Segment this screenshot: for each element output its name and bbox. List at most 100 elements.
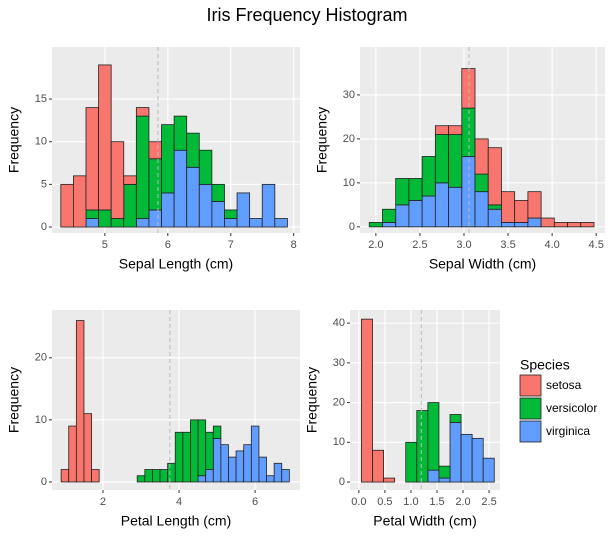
x-tick-label: 6 bbox=[252, 496, 258, 508]
histogram-bar bbox=[449, 414, 462, 423]
histogram-bar bbox=[474, 173, 489, 193]
histogram-bar bbox=[197, 419, 207, 477]
histogram-bar bbox=[148, 141, 162, 160]
histogram-bar bbox=[135, 218, 150, 228]
histogram-bar bbox=[501, 191, 516, 223]
y-tick-label: 20 bbox=[343, 133, 355, 145]
y-tick-label: 0 bbox=[41, 221, 47, 233]
histogram-bar bbox=[68, 425, 77, 483]
histogram-bar bbox=[281, 469, 290, 483]
histogram-bar bbox=[182, 431, 191, 483]
legend-label: versicolor bbox=[546, 401, 597, 415]
histogram-bar bbox=[434, 182, 449, 228]
figure-title: Iris Frequency Histogram bbox=[206, 5, 407, 25]
histogram-bar bbox=[408, 200, 423, 228]
histogram-bar bbox=[148, 158, 162, 211]
x-tick-label: 1.0 bbox=[403, 496, 418, 508]
histogram-bar bbox=[580, 222, 595, 228]
y-tick-label: 10 bbox=[333, 436, 345, 448]
histogram-bar bbox=[448, 134, 463, 188]
histogram-bar bbox=[75, 320, 85, 483]
histogram-bar bbox=[211, 201, 225, 228]
x-tick-label: 8 bbox=[291, 239, 297, 251]
y-tick-label: 20 bbox=[333, 396, 345, 408]
x-tick-label: 0.0 bbox=[351, 496, 366, 508]
histogram-bar bbox=[91, 469, 100, 483]
y-tick-label: 0 bbox=[339, 476, 345, 488]
x-tick-label: 5 bbox=[102, 239, 108, 251]
histogram-bar bbox=[98, 64, 112, 211]
panel: 0 10 20 2 4 6 Petal Length (cm) Frequency bbox=[6, 310, 300, 529]
histogram-bar bbox=[434, 125, 449, 135]
x-axis-label: Sepal Length (cm) bbox=[119, 256, 233, 272]
histogram-bar bbox=[416, 410, 429, 483]
histogram-bar bbox=[205, 431, 214, 470]
panel: 0 5 10 15 5 6 7 8 Sepal Length (cm) Frequency bbox=[6, 47, 300, 272]
histogram-bar bbox=[461, 156, 476, 228]
y-tick-label: 30 bbox=[333, 357, 345, 369]
histogram-bar bbox=[249, 218, 263, 228]
histogram-bar bbox=[438, 465, 451, 479]
x-tick-label: 2.5 bbox=[412, 239, 427, 251]
histogram-bar bbox=[220, 444, 229, 483]
histogram-bar bbox=[186, 132, 200, 168]
x-axis-label: Sepal Width (cm) bbox=[429, 256, 536, 272]
histogram-bar bbox=[487, 204, 502, 210]
histogram-bar bbox=[361, 318, 373, 483]
histogram-bar bbox=[553, 222, 568, 228]
histogram-bar bbox=[135, 115, 150, 219]
histogram-bar bbox=[395, 178, 410, 206]
histogram-bar bbox=[421, 195, 436, 228]
histogram-bar bbox=[448, 186, 463, 228]
histogram-bar bbox=[527, 191, 542, 219]
panel: 0 10 20 30 2.0 2.5 3.0 3.5 4.0 4.5 Sepal Width (cm… bbox=[314, 47, 605, 272]
histogram-bar bbox=[474, 191, 489, 228]
histogram-bar bbox=[405, 441, 418, 483]
x-axis-label: Petal Length (cm) bbox=[121, 513, 232, 529]
histogram-bar bbox=[266, 475, 275, 483]
y-tick-label: 40 bbox=[333, 317, 345, 329]
x-tick-label: 3.0 bbox=[456, 239, 471, 251]
legend-key bbox=[519, 397, 542, 420]
histogram-bar bbox=[236, 192, 251, 228]
histogram-bar bbox=[395, 204, 410, 228]
y-tick-label: 0 bbox=[349, 221, 355, 233]
histogram-bar bbox=[224, 218, 238, 228]
histogram-bar bbox=[197, 475, 207, 483]
histogram-bar bbox=[243, 444, 252, 483]
histogram-bar bbox=[173, 149, 188, 228]
y-axis-label: Frequency bbox=[304, 367, 320, 433]
histogram-bar bbox=[273, 462, 283, 483]
histogram-bar bbox=[540, 217, 555, 228]
histogram-bar bbox=[212, 425, 222, 439]
y-tick-label: 10 bbox=[35, 136, 47, 148]
y-tick-label: 10 bbox=[343, 177, 355, 189]
histogram-bar bbox=[567, 222, 582, 228]
histogram-bar bbox=[372, 449, 384, 483]
histogram-bar bbox=[85, 209, 99, 219]
histogram-bar bbox=[167, 462, 176, 483]
histogram-bar bbox=[501, 222, 516, 228]
histogram-bar bbox=[110, 218, 125, 228]
histogram-bar bbox=[235, 450, 245, 483]
x-tick-label: 7 bbox=[228, 239, 234, 251]
y-tick-label: 30 bbox=[343, 89, 355, 101]
histogram-bar bbox=[190, 419, 199, 483]
histogram-bar bbox=[60, 183, 74, 228]
y-axis-label: Frequency bbox=[6, 367, 22, 433]
histogram-bar bbox=[482, 457, 495, 483]
histogram-bar bbox=[110, 141, 125, 219]
histogram-bar bbox=[161, 192, 175, 228]
histogram-bar bbox=[98, 209, 112, 228]
histogram-bar bbox=[474, 138, 489, 175]
histogram-bar bbox=[449, 422, 462, 483]
legend-label: virginica bbox=[546, 424, 590, 438]
histogram-bar bbox=[487, 208, 502, 228]
y-axis-label: Frequency bbox=[314, 107, 330, 173]
x-tick-label: 2 bbox=[100, 496, 106, 508]
legend-title: Species bbox=[520, 357, 570, 373]
legend-key bbox=[519, 374, 542, 397]
x-tick-label: 0.5 bbox=[377, 496, 392, 508]
histogram-bar bbox=[487, 147, 502, 206]
histogram-bar bbox=[159, 469, 169, 483]
